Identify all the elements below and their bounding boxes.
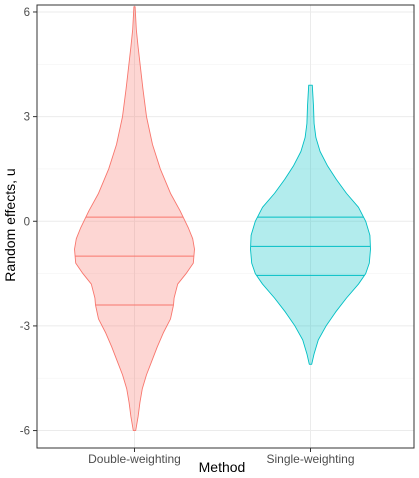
violin-body xyxy=(74,6,195,432)
panel-border xyxy=(36,4,415,449)
x-tick-label: Single-weighting xyxy=(266,452,354,466)
x-axis-ticks: Double-weighting Single-weighting xyxy=(88,448,355,466)
violin-body xyxy=(250,84,371,365)
violin-double-weighting xyxy=(74,6,195,432)
y-tick-label: 3 xyxy=(24,112,30,124)
grid-lines xyxy=(37,5,414,448)
y-tick-label: 6 xyxy=(24,7,30,19)
y-tick-label: 0 xyxy=(24,216,30,228)
x-axis-label: Method xyxy=(199,459,246,475)
y-tick-label: -3 xyxy=(20,321,30,333)
violins xyxy=(74,6,371,432)
x-tick-label: Double-weighting xyxy=(88,452,181,466)
y-axis-ticks: -6 -3 0 3 6 xyxy=(20,7,37,438)
y-axis-label: Random effects, u xyxy=(2,168,18,281)
y-tick-label: -6 xyxy=(20,426,30,438)
violin-single-weighting xyxy=(250,84,371,365)
